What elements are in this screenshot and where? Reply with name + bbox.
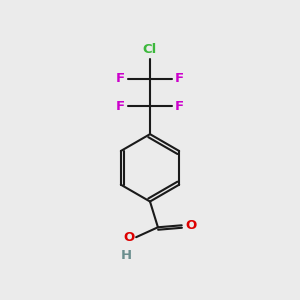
Text: F: F: [116, 72, 125, 85]
Text: F: F: [175, 72, 184, 85]
Text: O: O: [186, 219, 197, 232]
Text: Cl: Cl: [143, 43, 157, 56]
Text: F: F: [175, 100, 184, 113]
Text: H: H: [121, 249, 132, 262]
Text: F: F: [116, 100, 125, 113]
Text: O: O: [123, 231, 134, 244]
